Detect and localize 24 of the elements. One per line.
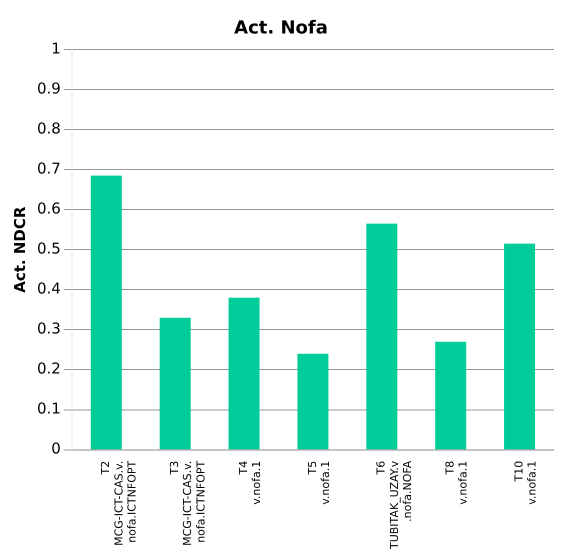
y-tick-label: 0.3: [36, 320, 61, 338]
chart-title: Act. Nofa: [234, 17, 328, 38]
y-tick-label: 0.4: [36, 280, 61, 298]
x-tick-label: T10 v.nofa.1: [512, 460, 539, 505]
bar: [435, 342, 466, 450]
y-axis-title: Act. NDCR: [10, 206, 29, 293]
y-tick-label: 0.1: [36, 400, 61, 418]
y-tick-label: 0.6: [36, 200, 61, 218]
bar: [297, 354, 328, 450]
x-tick-label: T8 v.nofa.1: [444, 460, 470, 505]
y-tick-label: 0.2: [36, 360, 61, 378]
y-tick-label: 0.5: [36, 240, 61, 258]
y-tick-label: 0.9: [36, 80, 61, 98]
bar: [366, 224, 398, 450]
y-tick-label: 0.7: [36, 160, 61, 178]
y-tick-label: 0: [51, 440, 61, 458]
y-tick-label: 0.8: [36, 120, 61, 138]
bar: [90, 176, 122, 450]
bar: [160, 318, 191, 450]
x-tick-label: T5 v.nofa.1: [306, 460, 332, 505]
y-tick-label: 1: [51, 39, 61, 58]
x-tick-label: T2 MCG-ICT-CAS.v.nofa.ICTNFOPT: [99, 460, 139, 546]
bar: [228, 298, 260, 450]
bar: [504, 244, 536, 450]
